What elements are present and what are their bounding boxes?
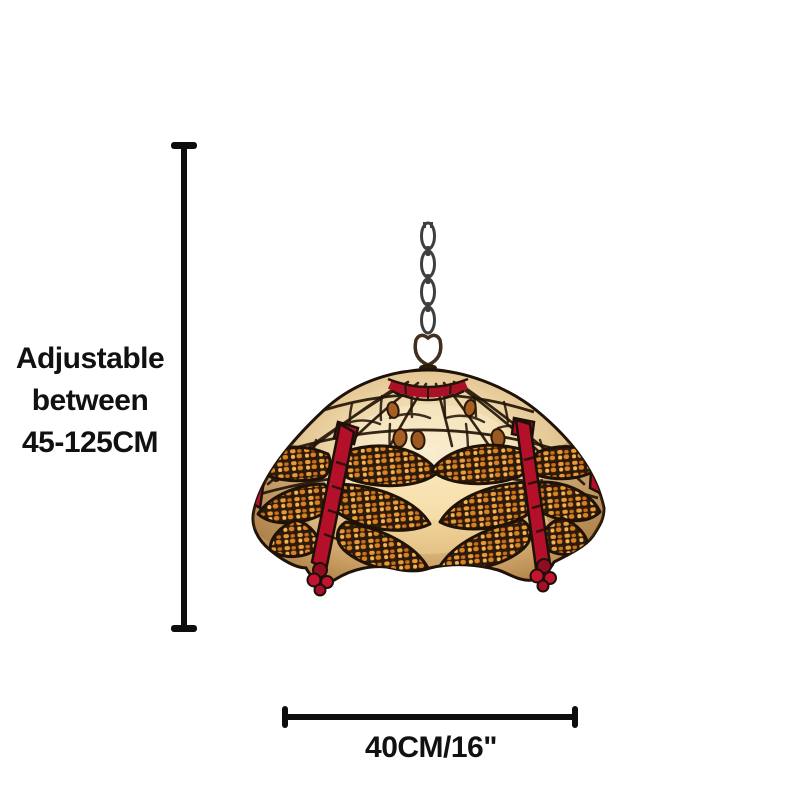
red-jewel-clusters (306, 558, 557, 597)
hook-loop (413, 333, 443, 367)
dragonfly-wings (252, 443, 604, 573)
lamp-shade (251, 368, 606, 597)
height-label-line3: 45-125CM (21, 426, 159, 459)
red-top-ring (387, 377, 469, 402)
height-label-line1: Adjustable (15, 342, 165, 375)
width-label-text: 40CM/16" (365, 731, 497, 764)
height-dimension-label: Adjustable between 45-125CM (2, 338, 178, 464)
height-label-line2: between (31, 384, 149, 417)
hanging-chain (420, 221, 436, 335)
width-dim-right-cap (572, 706, 578, 728)
pendant-lamp-photo (251, 221, 606, 597)
width-dim-line (286, 714, 574, 720)
width-dimension-label: 40CM/16" (328, 730, 534, 766)
height-dim-bottom-cap (171, 625, 197, 632)
width-dim-left-cap (282, 706, 288, 728)
height-dim-line (181, 145, 187, 628)
